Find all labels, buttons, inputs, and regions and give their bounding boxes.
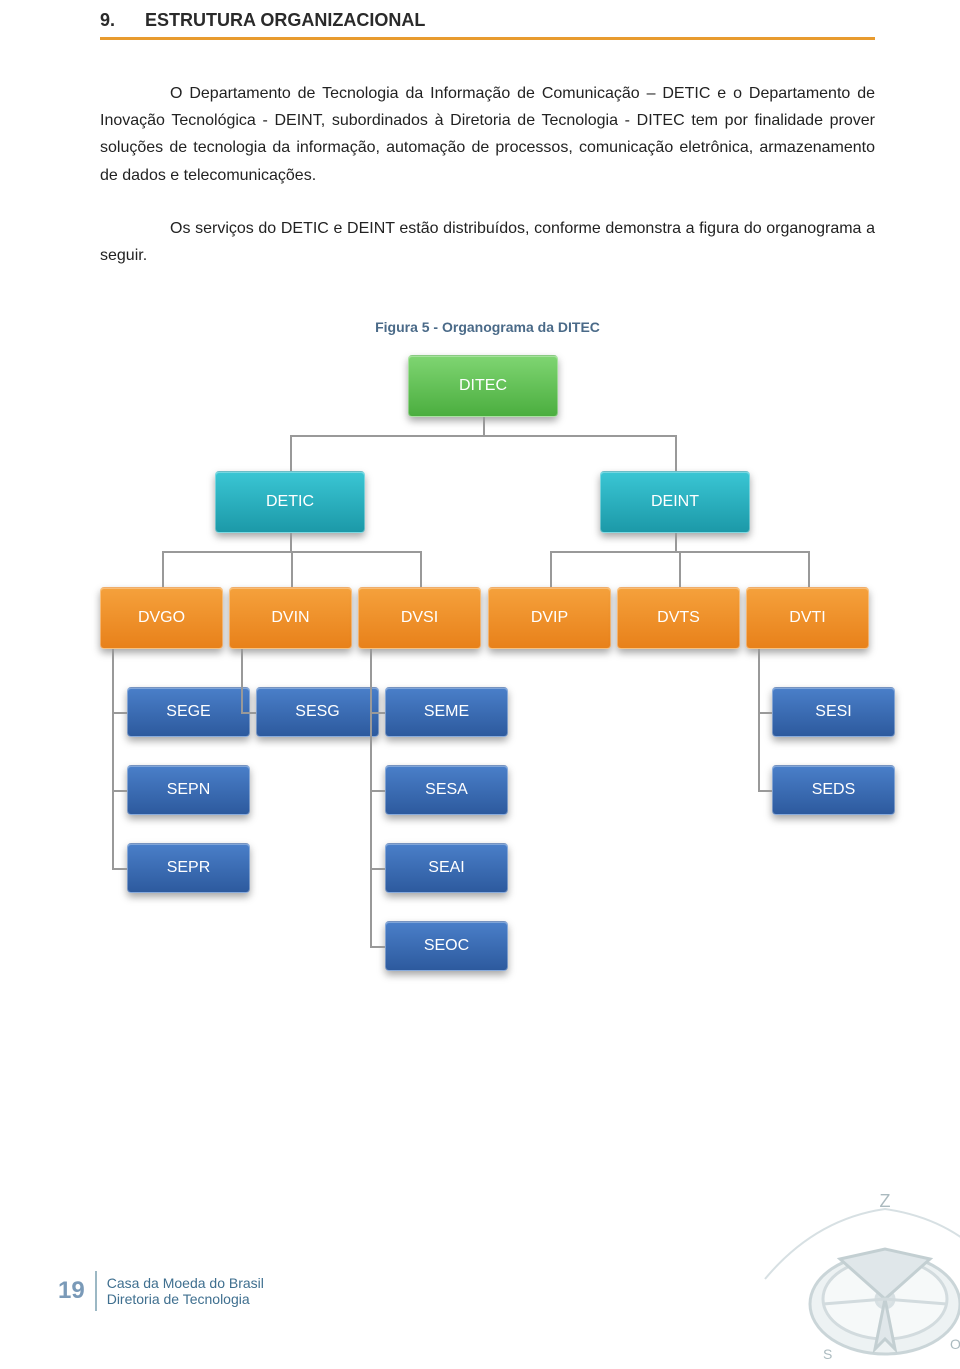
section-title: ESTRUTURA ORGANIZACIONAL: [145, 10, 425, 30]
org-connector: [370, 790, 372, 868]
org-node-sege: SEGE: [127, 687, 250, 737]
org-connector: [675, 533, 677, 551]
org-connector: [112, 649, 114, 712]
org-connector: [112, 712, 127, 714]
org-connector: [370, 712, 372, 790]
org-node-sepn: SEPN: [127, 765, 250, 815]
svg-text:Z: Z: [880, 1191, 891, 1211]
org-connector: [675, 435, 677, 471]
org-node-seai: SEAI: [385, 843, 508, 893]
org-node-detic: DETIC: [215, 471, 365, 533]
compass-icon: Z N O S: [735, 1149, 960, 1369]
section-number: 9.: [100, 10, 115, 30]
figure-caption: Figura 5 - Organograma da DITEC: [100, 319, 875, 335]
org-connector: [112, 790, 127, 792]
org-node-sesi: SESI: [772, 687, 895, 737]
org-node-dvgo: DVGO: [100, 587, 223, 649]
org-connector: [290, 435, 292, 471]
org-connector: [370, 946, 385, 948]
org-node-deint: DEINT: [600, 471, 750, 533]
org-node-dvin: DVIN: [229, 587, 352, 649]
org-connector: [290, 435, 675, 437]
org-connector: [112, 868, 127, 870]
org-node-sesg: SESG: [256, 687, 379, 737]
paragraph-2: Os serviços do DETIC e DEINT estão distr…: [100, 215, 875, 269]
svg-text:O: O: [950, 1336, 960, 1352]
org-connector: [112, 790, 114, 868]
org-connector: [112, 712, 114, 790]
org-chart: DITEC DETIC DEINT DVGODVINDVSIDVIPDVTSDVTI S…: [100, 355, 875, 981]
org-connector: [290, 533, 292, 551]
footer-line-1: Casa da Moeda do Brasil: [107, 1275, 264, 1291]
paragraph-1: O Departamento de Tecnologia da Informaç…: [100, 80, 875, 189]
org-node-dvsi: DVSI: [358, 587, 481, 649]
org-connector: [370, 649, 372, 712]
org-connector: [679, 551, 681, 587]
org-connector: [370, 712, 385, 714]
org-connector: [483, 417, 485, 435]
org-connector: [241, 712, 256, 714]
org-node-seme: SEME: [385, 687, 508, 737]
org-node-sepr: SEPR: [127, 843, 250, 893]
org-node-sesa: SESA: [385, 765, 508, 815]
section-heading: 9. ESTRUTURA ORGANIZACIONAL: [100, 10, 875, 40]
org-node-seoc: SEOC: [385, 921, 508, 971]
org-connector: [162, 551, 164, 587]
org-connector: [758, 790, 772, 792]
org-node-dvts: DVTS: [617, 587, 740, 649]
org-connector: [370, 790, 385, 792]
org-connector: [420, 551, 422, 587]
org-node-dvip: DVIP: [488, 587, 611, 649]
page-footer: 19 Casa da Moeda do Brasil Diretoria de …: [58, 1271, 264, 1311]
org-connector: [758, 712, 772, 714]
org-connector: [241, 649, 243, 712]
svg-text:S: S: [823, 1346, 832, 1362]
page-number: 19: [58, 1277, 85, 1305]
org-connector: [808, 551, 810, 587]
org-connector: [758, 712, 760, 790]
org-connector: [550, 551, 552, 587]
footer-divider: [95, 1271, 97, 1311]
org-connector: [370, 868, 372, 946]
org-node-dvti: DVTI: [746, 587, 869, 649]
org-node-ditec: DITEC: [408, 355, 558, 417]
org-node-seds: SEDS: [772, 765, 895, 815]
footer-line-2: Diretoria de Tecnologia: [107, 1291, 264, 1307]
org-connector: [291, 551, 293, 587]
org-connector: [758, 649, 760, 712]
org-connector: [370, 868, 385, 870]
